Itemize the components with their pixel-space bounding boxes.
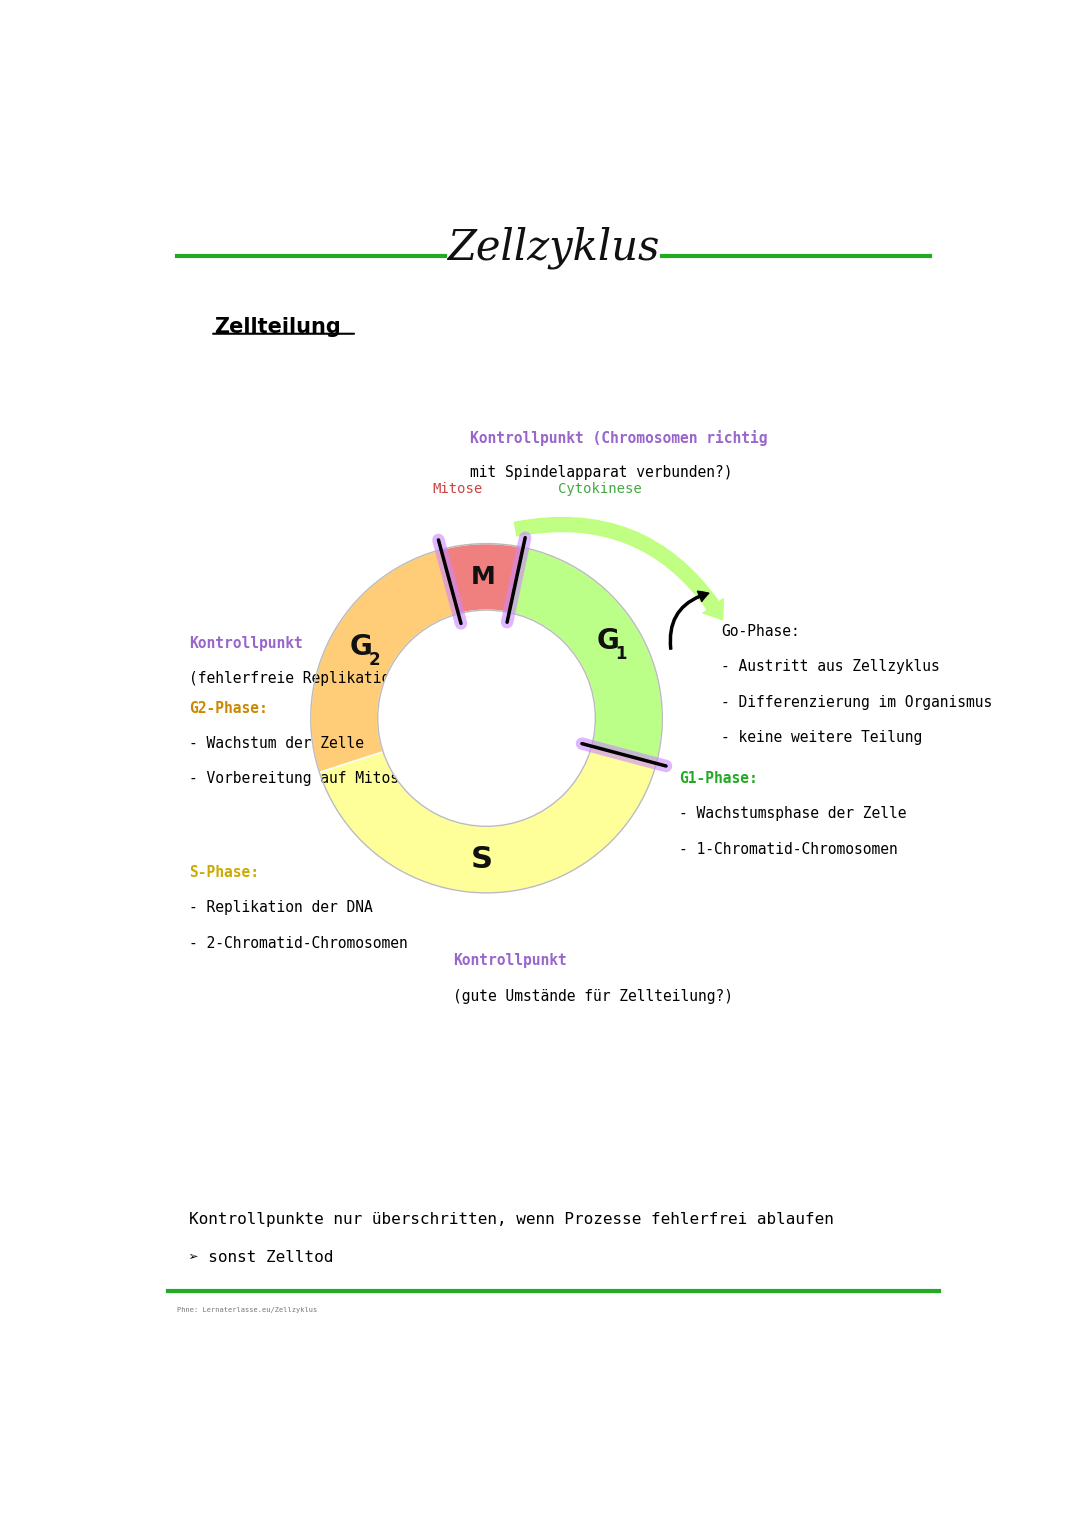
Text: M: M <box>471 565 496 589</box>
Text: Kontrollpunkt (Chromosomen richtig: Kontrollpunkt (Chromosomen richtig <box>470 431 767 446</box>
Text: Kontrollpunkt: Kontrollpunkt <box>189 635 303 651</box>
Text: Go-Phase:: Go-Phase: <box>721 625 799 640</box>
Text: S-Phase:: S-Phase: <box>189 866 259 880</box>
Polygon shape <box>320 747 657 893</box>
Text: Zellteilung: Zellteilung <box>215 316 341 336</box>
Text: (gute Umstände für Zellteilung?): (gute Umstände für Zellteilung?) <box>454 988 733 1003</box>
Text: Mitose: Mitose <box>432 483 483 496</box>
Ellipse shape <box>378 611 595 826</box>
Text: S: S <box>471 844 492 873</box>
Text: - keine weitere Teilung: - keine weitere Teilung <box>721 730 922 745</box>
Text: - 1-Chromatid-Chromosomen: - 1-Chromatid-Chromosomen <box>679 841 897 857</box>
Text: G: G <box>350 634 373 661</box>
Text: mit Spindelapparat verbunden?): mit Spindelapparat verbunden?) <box>470 466 732 481</box>
Polygon shape <box>311 550 458 773</box>
Text: 2: 2 <box>369 651 380 669</box>
Text: 1: 1 <box>616 644 627 663</box>
Text: Zellzyklus: Zellzyklus <box>447 226 660 269</box>
Text: G1-Phase:: G1-Phase: <box>679 771 758 786</box>
Text: Kontrollpunkt: Kontrollpunkt <box>454 953 567 968</box>
Text: Phne: Lernaterlasse.eu/Zellzyklus: Phne: Lernaterlasse.eu/Zellzyklus <box>177 1307 318 1313</box>
Text: G: G <box>596 626 619 655</box>
Text: - 2-Chromatid-Chromosomen: - 2-Chromatid-Chromosomen <box>189 936 408 951</box>
Text: - Wachstum der Zelle: - Wachstum der Zelle <box>189 736 364 751</box>
Polygon shape <box>441 544 523 614</box>
Polygon shape <box>509 547 662 764</box>
Text: - Differenzierung im Organismus: - Differenzierung im Organismus <box>721 695 993 710</box>
FancyArrowPatch shape <box>514 518 724 620</box>
Text: - Wachstumsphase der Zelle: - Wachstumsphase der Zelle <box>679 806 906 822</box>
FancyArrowPatch shape <box>670 591 708 649</box>
Text: - Austritt aus Zellzyklus: - Austritt aus Zellzyklus <box>721 660 940 675</box>
Text: Kontrollpunkte nur überschritten, wenn Prozesse fehlerfrei ablaufen: Kontrollpunkte nur überschritten, wenn P… <box>189 1212 834 1228</box>
Text: - Vorbereitung auf Mitose: - Vorbereitung auf Mitose <box>189 771 408 786</box>
Text: G2-Phase:: G2-Phase: <box>189 701 268 716</box>
Text: Cytokinese: Cytokinese <box>557 483 642 496</box>
Text: ➢ sonst Zelltod: ➢ sonst Zelltod <box>189 1249 334 1264</box>
Text: - Replikation der DNA: - Replikation der DNA <box>189 901 374 916</box>
Text: (fehlerfreie Replikation der DNA?): (fehlerfreie Replikation der DNA?) <box>189 672 487 686</box>
